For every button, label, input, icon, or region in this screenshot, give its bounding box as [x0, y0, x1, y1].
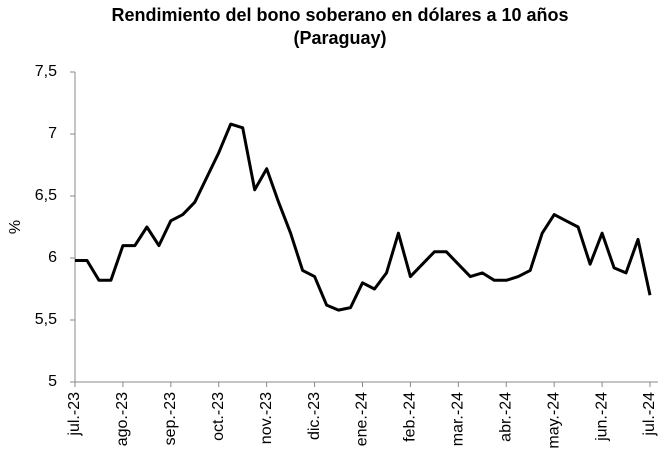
x-tick-label: ago.-23: [114, 392, 131, 446]
y-tick-label: 6: [48, 249, 57, 266]
y-tick-label: 6,5: [35, 187, 57, 204]
x-tick-label: mar.-24: [450, 392, 467, 446]
x-tick-label: ene.-24: [354, 392, 371, 446]
x-tick-label: feb.-24: [402, 392, 419, 442]
x-tick-label: may.-24: [545, 392, 562, 449]
x-tick-label: jul.-23: [66, 392, 83, 437]
x-tick-label: oct.-23: [210, 392, 227, 441]
x-tick-label: dic.-23: [306, 392, 323, 440]
y-tick-label: 5,5: [35, 311, 57, 328]
x-tick-label: jul.-24: [641, 392, 658, 437]
y-axis-label: %: [7, 220, 24, 234]
x-tick-label: abr.-24: [497, 392, 514, 442]
chart-subtitle: (Paraguay): [293, 28, 386, 48]
y-tick-label: 7: [48, 125, 57, 142]
y-tick-label: 7,5: [35, 63, 57, 80]
x-tick-label: sep.-23: [162, 392, 179, 445]
chart-title: Rendimiento del bono soberano en dólares…: [111, 5, 568, 25]
x-tick-label: nov.-23: [258, 392, 275, 444]
x-tick-label: jun.-24: [593, 392, 610, 442]
y-tick-label: 5: [48, 373, 57, 390]
series-line: [75, 122, 652, 312]
